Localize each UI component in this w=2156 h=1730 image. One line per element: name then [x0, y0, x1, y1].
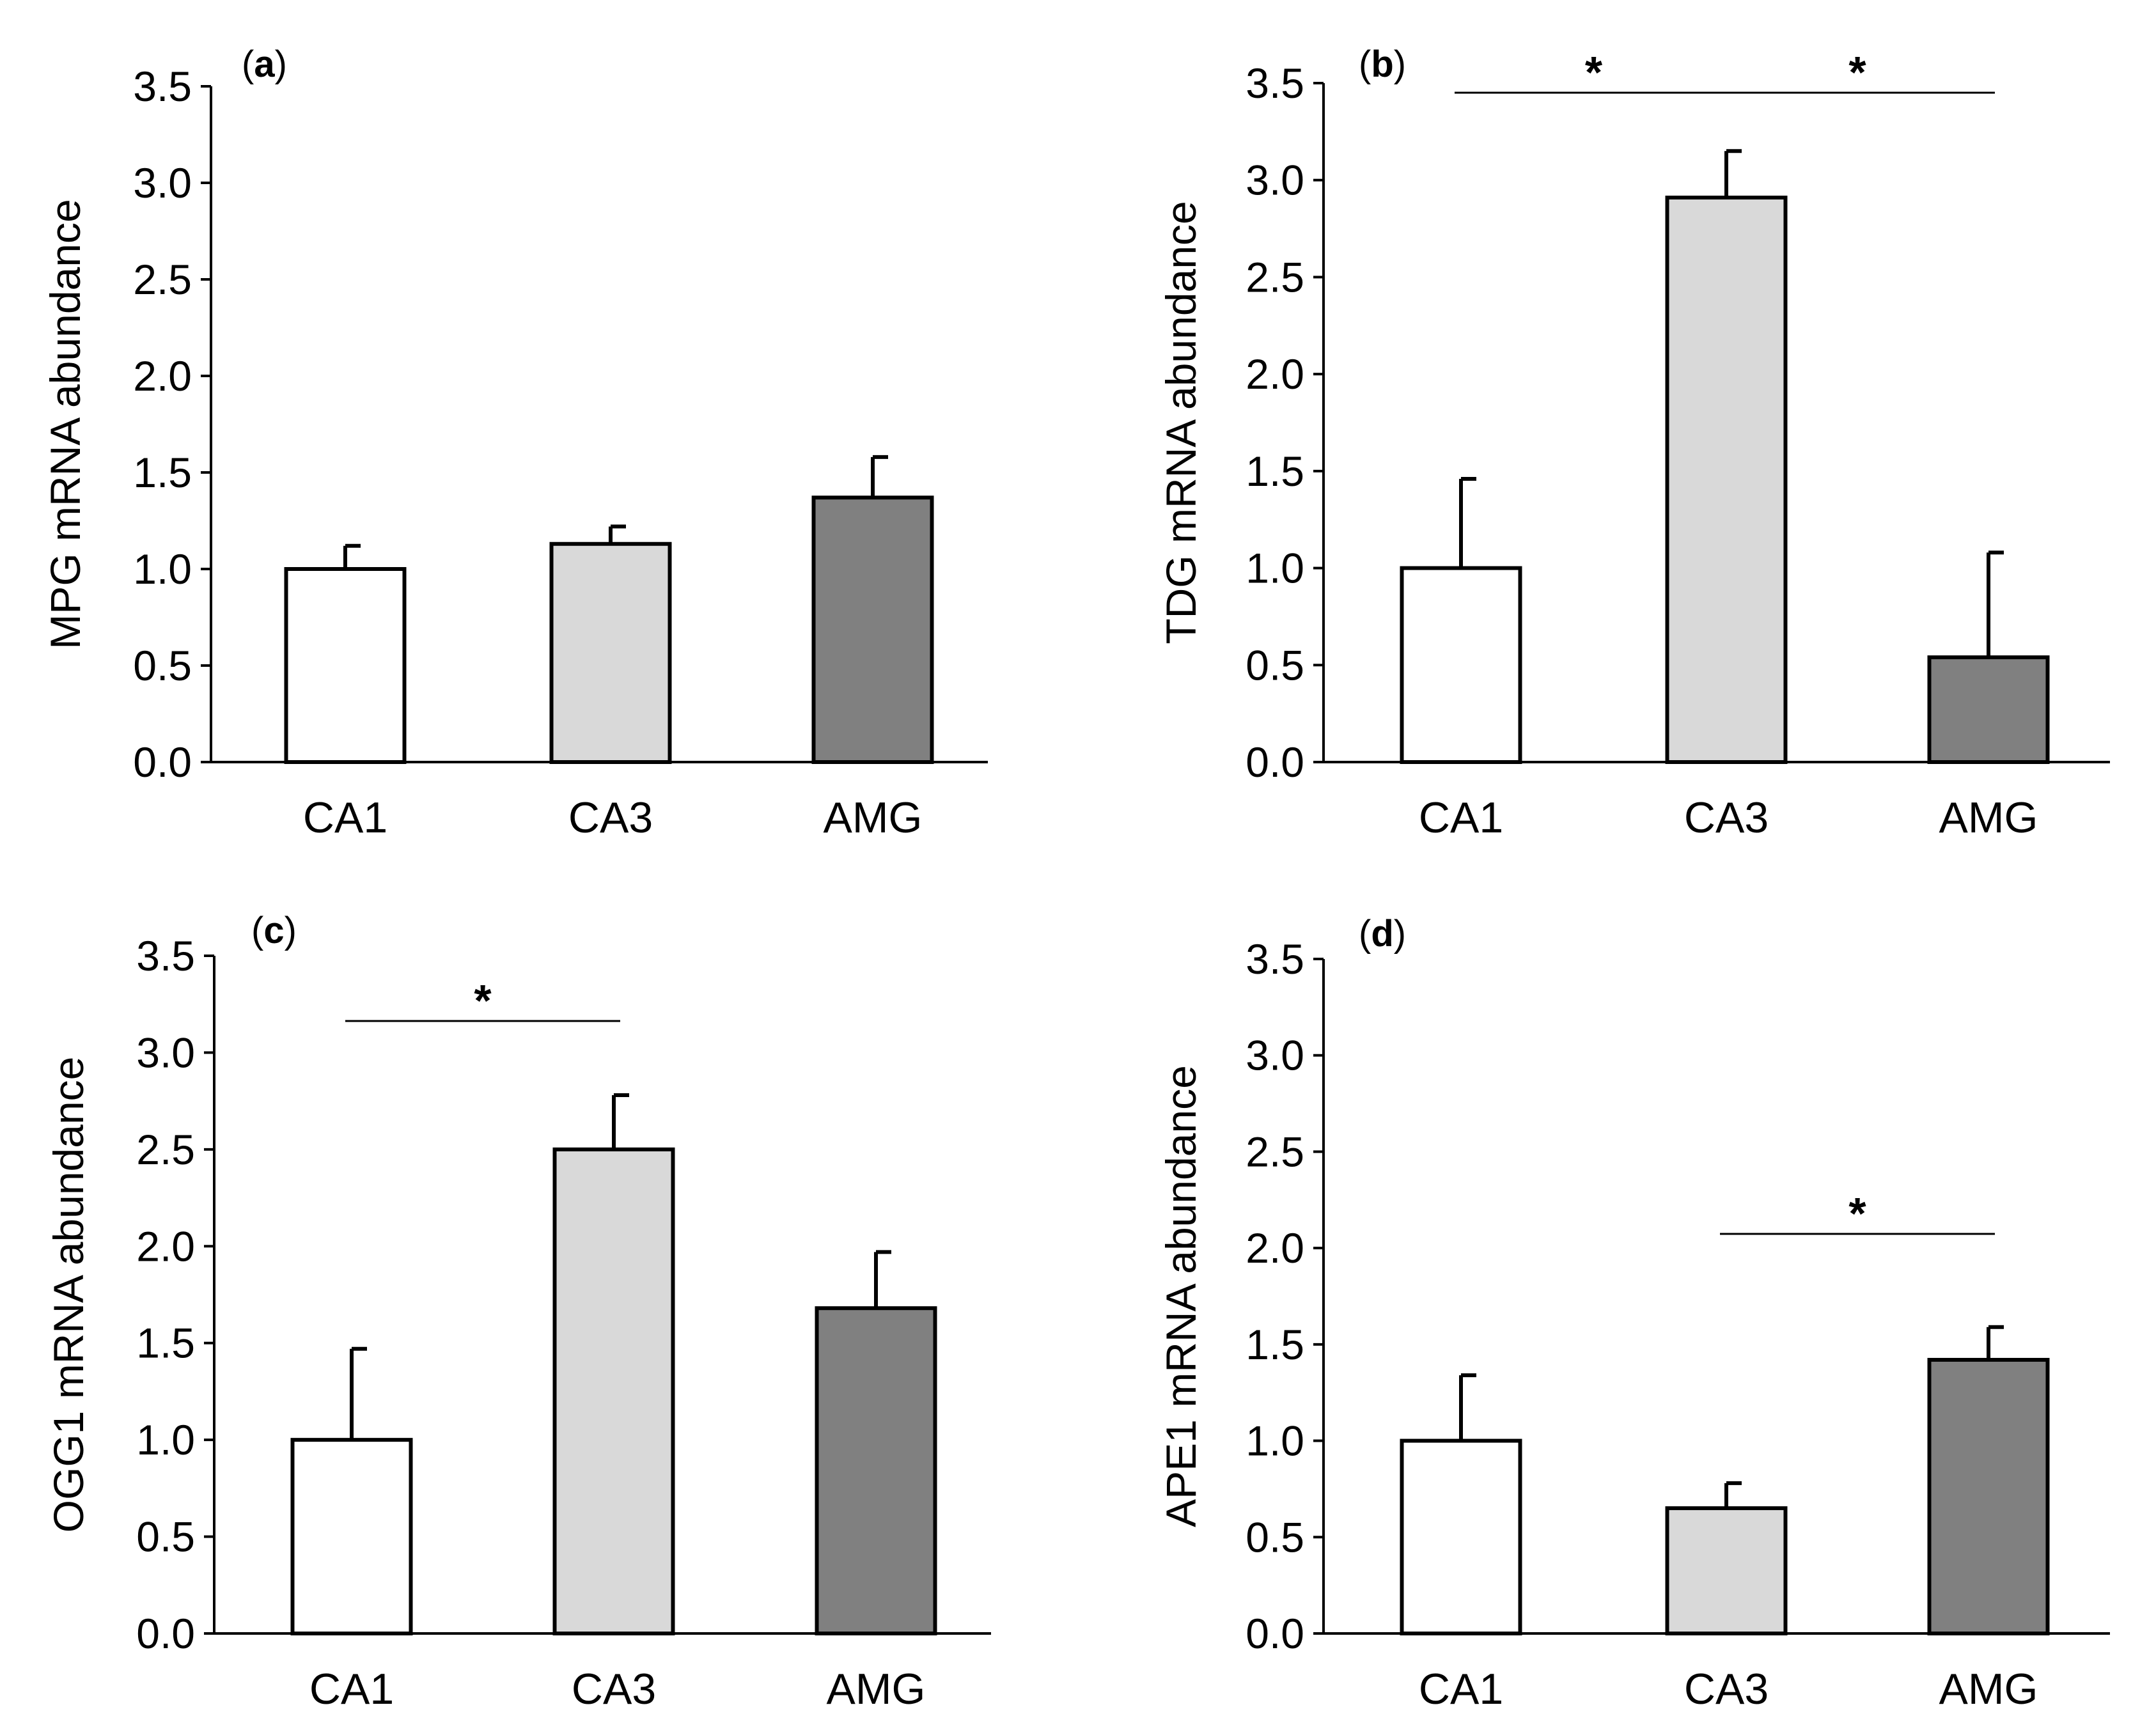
x-tick-label: AMG: [827, 1665, 926, 1713]
y-tick-label: 2.5: [1246, 1128, 1304, 1175]
bar-amg: [1927, 1357, 2050, 1635]
y-tick-label: 1.0: [1246, 1417, 1304, 1465]
y-tick-label: 0.0: [136, 1610, 195, 1657]
x-tick-label: AMG: [1939, 1665, 2038, 1713]
y-axis-title: OGG1 mRNA abundance: [45, 1057, 92, 1533]
y-tick-label: 3.0: [136, 1029, 195, 1076]
bar-ca1: [1400, 566, 1522, 764]
y-tick-label: 1.5: [1246, 448, 1304, 495]
panel-label: (a): [242, 43, 287, 85]
y-tick-label: 3.5: [136, 932, 195, 979]
y-tick-label: 1.0: [1246, 545, 1304, 592]
y-tick-label: 0.5: [133, 642, 192, 689]
y-tick-label: 0.0: [133, 738, 192, 786]
y-tick-label: 2.0: [1246, 350, 1304, 398]
panel-label: (b): [1359, 43, 1406, 85]
chart-panel-c: 0.0 0.5 1.0 1.5 2.0 2.5 3.0 3.5 CA1 CA3 AMG OGG1 mR…: [45, 910, 991, 1713]
y-axis-title: MPG mRNA abundance: [42, 199, 89, 649]
y-tick-label: 0.5: [1246, 641, 1304, 689]
significance-marker: *: [474, 976, 492, 1025]
y-tick-label: 1.0: [136, 1416, 195, 1463]
bar-amg: [1927, 655, 2050, 764]
bar-ca3: [549, 542, 672, 764]
x-tick-label: CA3: [572, 1665, 656, 1713]
y-tick-label: 3.5: [1246, 935, 1304, 983]
x-tick-label: AMG: [824, 793, 923, 842]
bar-ca3: [1665, 196, 1788, 765]
significance-marker: *: [1848, 1188, 1866, 1238]
bar-ca3: [552, 1147, 675, 1636]
bar-ca1: [1400, 1438, 1522, 1636]
bar-ca3: [1665, 1506, 1788, 1636]
bar-amg: [811, 495, 934, 764]
bar-amg: [815, 1306, 937, 1635]
y-tick-label: 3.5: [133, 63, 192, 110]
x-tick-label: AMG: [1939, 793, 2038, 842]
y-tick-label: 2.5: [136, 1126, 195, 1173]
x-tick-label: CA3: [568, 793, 653, 842]
y-tick-label: 2.0: [133, 352, 192, 400]
y-tick-label: 2.5: [1246, 253, 1304, 300]
y-axis-title: TDG mRNA abundance: [1157, 201, 1205, 644]
chart-panel-b: 0.0 0.5 1.0 1.5 2.0 2.5 3.0 3.5 CA1 CA3 AMG TDG mRN…: [1157, 43, 2110, 842]
bar-ca1: [290, 1438, 413, 1635]
y-tick-label: 1.5: [1246, 1321, 1304, 1368]
y-tick-label: 0.0: [1246, 738, 1304, 786]
x-tick-label: CA1: [1419, 1665, 1503, 1713]
x-tick-label: CA1: [309, 1665, 394, 1713]
bar-ca1: [284, 567, 407, 764]
x-tick-label: CA3: [1684, 793, 1769, 842]
x-tick-label: CA1: [303, 793, 387, 842]
y-tick-label: 3.0: [1246, 1032, 1304, 1079]
y-tick-label: 0.5: [1246, 1513, 1304, 1561]
y-tick-label: 3.5: [1246, 59, 1304, 107]
y-tick-label: 1.5: [136, 1320, 195, 1367]
chart-panel-a: 0.0 0.5 1.0 1.5 2.0 2.5 3.0 3.5 CA1 CA3 AMG MPG mRN…: [42, 43, 988, 842]
chart-panel-d: 0.0 0.5 1.0 1.5 2.0 2.5 3.0 3.5 CA1 CA3 AMG APE1 mR…: [1157, 913, 2110, 1713]
panel-label: (c): [251, 910, 297, 951]
panel-label: (d): [1359, 913, 1406, 955]
significance-marker: *: [1848, 47, 1866, 97]
y-tick-label: 3.0: [133, 159, 192, 207]
x-tick-label: CA3: [1684, 1665, 1769, 1713]
y-tick-label: 2.5: [133, 256, 192, 303]
y-tick-label: 3.0: [1246, 157, 1304, 204]
x-tick-label: CA1: [1419, 793, 1503, 842]
y-axis-title: APE1 mRNA abundance: [1157, 1065, 1205, 1527]
y-tick-label: 0.0: [1246, 1610, 1304, 1657]
y-tick-label: 1.5: [133, 449, 192, 496]
y-tick-label: 0.5: [136, 1513, 195, 1561]
y-tick-label: 2.0: [136, 1222, 195, 1270]
y-tick-label: 2.0: [1246, 1224, 1304, 1272]
significance-marker: *: [1585, 47, 1603, 97]
y-tick-label: 1.0: [133, 545, 192, 593]
